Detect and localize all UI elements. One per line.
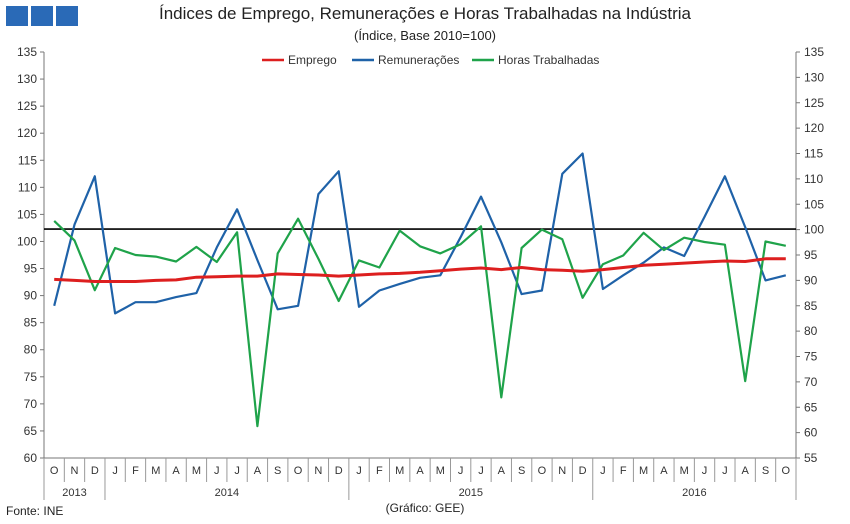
y-left-tick-label: 125: [17, 99, 37, 113]
y-left-tick-label: 65: [24, 424, 38, 438]
x-tick-label: D: [335, 465, 343, 477]
source-label: Fonte: INE: [6, 504, 64, 518]
x-tick-label: A: [742, 465, 750, 477]
y-left-tick-label: 100: [17, 234, 37, 248]
x-tick-label: S: [274, 465, 281, 477]
x-tick-label: J: [356, 465, 362, 477]
x-tick-label: N: [71, 465, 79, 477]
y-right-tick-label: 110: [804, 172, 823, 186]
y-left-tick-label: 75: [24, 370, 38, 384]
y-right-tick-label: 60: [804, 426, 818, 440]
y-right-tick-label: 130: [804, 70, 824, 84]
y-right-tick-label: 115: [804, 147, 823, 161]
year-label: 2015: [459, 487, 483, 499]
y-right-tick-label: 85: [804, 299, 818, 313]
x-tick-label: F: [376, 465, 383, 477]
year-label: 2014: [215, 487, 239, 499]
y-left-tick-label: 105: [17, 207, 37, 221]
x-tick-label: M: [395, 465, 404, 477]
y-right-tick-label: 55: [804, 451, 818, 465]
legend-label-remuneracoes: Remunerações: [378, 53, 459, 67]
x-tick-label: J: [722, 465, 728, 477]
y-right-tick-label: 95: [804, 248, 818, 262]
x-tick-label: J: [458, 465, 464, 477]
year-label: 2013: [62, 487, 86, 499]
y-left-tick-label: 90: [24, 289, 38, 303]
x-tick-label: N: [558, 465, 566, 477]
x-tick-label: D: [91, 465, 99, 477]
y-right-tick-label: 75: [804, 350, 818, 364]
x-tick-label: O: [50, 465, 59, 477]
y-left-tick-label: 130: [17, 72, 37, 86]
x-tick-label: J: [478, 465, 484, 477]
x-tick-label: J: [234, 465, 240, 477]
credit-label: (Gráfico: GEE): [385, 501, 465, 515]
legend-label-emprego: Emprego: [288, 53, 337, 67]
x-tick-label: M: [192, 465, 201, 477]
y-left-tick-label: 85: [24, 316, 38, 330]
y-right-tick-label: 80: [804, 324, 818, 338]
x-tick-label: O: [538, 465, 547, 477]
x-tick-label: A: [172, 465, 180, 477]
x-tick-label: M: [151, 465, 160, 477]
x-tick-label: F: [132, 465, 139, 477]
chart-subtitle: (Índice, Base 2010=100): [353, 28, 497, 43]
x-tick-label: O: [294, 465, 303, 477]
x-tick-label: S: [762, 465, 769, 477]
y-right-tick-label: 100: [804, 223, 824, 237]
y-left-tick-label: 120: [17, 126, 37, 140]
x-tick-label: O: [782, 465, 791, 477]
y-right-tick-label: 70: [804, 375, 818, 389]
y-left-tick-label: 115: [18, 153, 37, 167]
series-line-horas: [53, 217, 787, 428]
y-right-tick-label: 65: [804, 400, 818, 414]
x-tick-label: J: [702, 465, 708, 477]
logo-block-3: [56, 6, 78, 26]
y-left-tick-label: 110: [18, 180, 37, 194]
chart-title: Índices de Emprego, Remunerações e Horas…: [158, 4, 692, 23]
gee-logo: [6, 6, 78, 26]
x-tick-label: M: [639, 465, 648, 477]
x-tick-label: J: [112, 465, 118, 477]
x-tick-label: M: [680, 465, 689, 477]
y-right-tick-label: 120: [804, 121, 824, 135]
y-left-tick-label: 60: [24, 451, 38, 465]
x-tick-label: J: [600, 465, 606, 477]
x-tick-label: N: [314, 465, 322, 477]
x-tick-label: M: [436, 465, 445, 477]
x-tick-label: A: [660, 465, 668, 477]
y-left-tick-label: 70: [24, 397, 38, 411]
x-tick-label: F: [620, 465, 627, 477]
y-left-tick-label: 135: [17, 45, 37, 59]
y-left-tick-label: 80: [24, 343, 38, 357]
x-tick-label: A: [416, 465, 424, 477]
logo-block-2: [31, 6, 53, 26]
y-right-tick-label: 90: [804, 273, 818, 287]
y-right-tick-label: 125: [804, 96, 824, 110]
y-right-tick-label: 135: [804, 45, 824, 59]
series-line-remuneracoes: [53, 152, 787, 315]
y-right-tick-label: 105: [804, 197, 824, 211]
x-tick-label: A: [498, 465, 506, 477]
logo-block-1: [6, 6, 28, 26]
x-tick-label: J: [214, 465, 220, 477]
x-tick-label: D: [579, 465, 587, 477]
year-label: 2016: [682, 487, 706, 499]
y-left-tick-label: 95: [24, 262, 38, 276]
x-tick-label: S: [518, 465, 525, 477]
x-tick-label: A: [254, 465, 262, 477]
series-line-emprego: [54, 257, 786, 283]
legend-label-horas: Horas Trabalhadas: [498, 53, 599, 67]
